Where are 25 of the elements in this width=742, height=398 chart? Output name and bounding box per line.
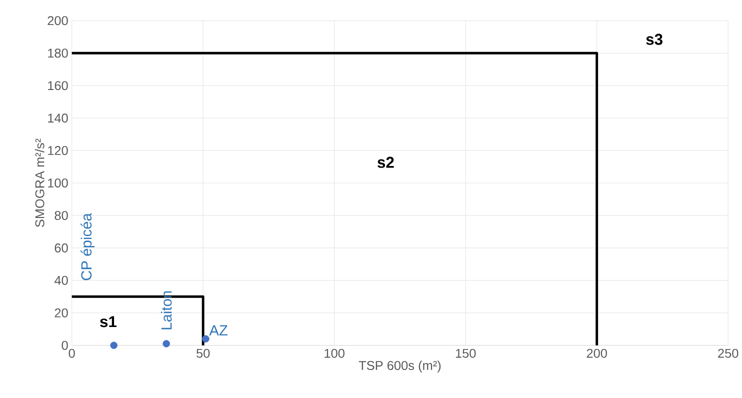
x-tick-label: 150 (456, 348, 476, 358)
annotation: AZ (209, 325, 228, 336)
y-tick-label: 140 (48, 113, 68, 122)
x-tick-label: 200 (586, 348, 607, 358)
y-tick-label: 180 (48, 48, 68, 58)
x-tick-label: 250 (718, 348, 738, 358)
y-tick-label: 0 (62, 340, 68, 350)
annotation: s2 (378, 156, 394, 168)
annotation: CP épicéa (80, 212, 95, 280)
y-tick-label: 200 (48, 16, 68, 25)
y-tick-label: 100 (48, 178, 68, 188)
y-tick-label: 40 (54, 276, 68, 285)
annotation: Laiton (160, 291, 172, 329)
x-tick-label: 100 (324, 348, 344, 358)
y-tick-label: 80 (54, 210, 68, 220)
y-tick-label: 20 (54, 308, 68, 318)
y-tick-label: 160 (48, 80, 68, 90)
x-axis-title: TSP 600s (m²) (358, 360, 441, 372)
x-tick-label: 50 (196, 348, 210, 358)
y-axis-title: SMOGRA m²/s² (34, 138, 44, 227)
x-tick-label: 0 (68, 348, 75, 358)
annotation: s1 (100, 316, 117, 327)
y-tick-label: 120 (48, 146, 68, 155)
annotation: s3 (646, 34, 662, 45)
y-tick-label: 60 (54, 243, 68, 252)
